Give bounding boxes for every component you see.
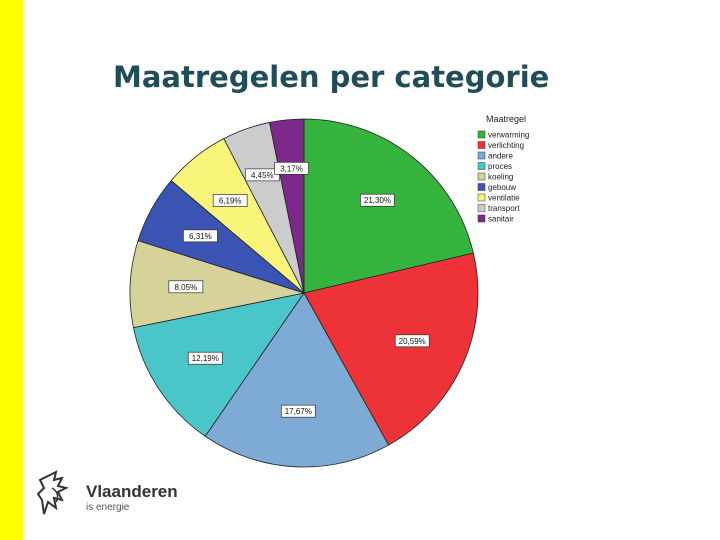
legend-label-verwarming: verwarming: [488, 131, 529, 140]
slice-label-box: [274, 161, 309, 175]
legend-swatch-proces: [477, 162, 486, 170]
slice-label-box: [212, 194, 248, 207]
slice-label: 3,17%: [280, 164, 303, 173]
slice-label: 21,30%: [364, 196, 391, 205]
legend-swatch-koeling: [477, 172, 486, 181]
legend-swatch-verlichting: [477, 141, 486, 149]
pie-slice-andere: [204, 292, 390, 468]
logo-name: Vlaanderen: [86, 482, 178, 501]
slice-label: 8,05%: [174, 283, 197, 292]
slice-label: 20,59%: [399, 337, 426, 346]
pie-labels: 21,30% 20,59% 17,67% 12,19% 8,05% 6,31% 6,19% 4…: [168, 161, 430, 418]
yellow-accent-bar: [0, 0, 23, 540]
legend-swatch-sanitair: [477, 214, 486, 223]
slice-label-box: [187, 351, 223, 365]
slice-label: 6,19%: [219, 197, 242, 206]
flemish-lion-icon: [36, 470, 69, 515]
legend-swatch-ventilatie: [477, 193, 486, 202]
slice-label: 12,19%: [192, 354, 219, 363]
slice-label: 4,45%: [251, 171, 274, 180]
logo-tagline: is energie: [86, 502, 130, 513]
legend-swatch-verwarming: [477, 130, 486, 139]
legend-swatch-gebouw: [477, 183, 486, 191]
pie-slice-verlichting: [303, 252, 479, 446]
slice-label-box: [360, 193, 395, 207]
slice-label-box: [394, 334, 430, 348]
vlaanderen-logo: Vlaanderen is energie: [36, 466, 186, 526]
legend-label-verlichting: verlichting: [488, 141, 524, 150]
slice-label-box: [183, 229, 218, 243]
pie-slice-proces: [133, 292, 305, 437]
slice-label-box: [280, 404, 316, 418]
legend-swatch-andere: [477, 151, 486, 160]
legend-label-gebouw: gebouw: [488, 183, 516, 192]
pie-slices: [129, 118, 479, 468]
legend-label-proces: proces: [488, 162, 512, 171]
slide-title: Maatregelen per categorie: [113, 60, 550, 94]
legend-label-sanitair: sanitair: [488, 215, 514, 224]
pie-slice-koeling: [129, 240, 306, 329]
slice-label-box: [244, 168, 280, 182]
slice-label: 6,31%: [189, 232, 212, 241]
slice-label-box: [168, 280, 204, 294]
slice-label: 17,67%: [285, 407, 312, 416]
legend-swatch-transport: [477, 204, 486, 212]
legend-label-transport: transport: [488, 204, 520, 213]
legend-label-koeling: koeling: [488, 173, 513, 182]
legend-label-ventilatie: ventilatie: [488, 194, 520, 203]
legend-label-andere: andere: [488, 152, 513, 161]
legend-title: Maatregel: [486, 114, 526, 124]
